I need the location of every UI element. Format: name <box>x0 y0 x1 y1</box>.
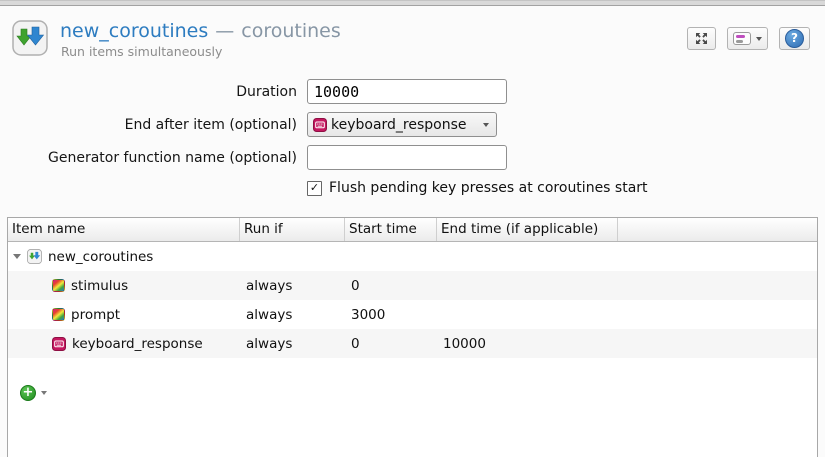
keyboard-icon <box>52 336 66 351</box>
item-name-cell: stimulus <box>8 278 240 294</box>
end-after-label: End after item (optional) <box>124 116 297 133</box>
coroutines-icon <box>27 249 42 264</box>
end-after-value: keyboard_response <box>331 116 467 133</box>
table-row[interactable]: keyboard_response always 0 10000 <box>8 329 817 358</box>
sketchpad-icon <box>52 308 65 321</box>
fullscreen-button[interactable] <box>687 27 716 50</box>
duration-row: Duration <box>0 79 648 104</box>
table-row[interactable]: new_coroutines <box>8 242 817 271</box>
item-name-cell: keyboard_response <box>8 336 240 352</box>
sketchpad-icon <box>52 279 65 292</box>
run-if-cell: always <box>246 335 293 352</box>
fullscreen-icon <box>696 33 707 44</box>
column-header-filler <box>618 218 817 241</box>
page-title: new_coroutines — coroutines <box>60 20 341 42</box>
chevron-down-icon <box>41 391 47 395</box>
flush-checkbox[interactable]: ✓ <box>307 180 322 196</box>
items-tree: Item name Run if Start time End time (if… <box>7 217 818 457</box>
item-description: Run items simultaneously <box>61 44 223 59</box>
table-row[interactable]: prompt always 3000 <box>8 300 817 329</box>
item-name: new_coroutines <box>60 20 209 42</box>
header-toolbar: ? <box>687 27 810 50</box>
item-label: new_coroutines <box>48 248 154 265</box>
item-name-cell: prompt <box>8 307 240 323</box>
add-icon: + <box>20 385 36 401</box>
generator-row: Generator function name (optional) <box>0 145 648 170</box>
help-icon: ? <box>785 29 804 48</box>
flush-row: ✓ Flush pending key presses at coroutine… <box>307 180 648 196</box>
end-after-row: End after item (optional) keyboard_respo… <box>0 112 648 137</box>
collapse-arrow-icon[interactable] <box>13 254 21 259</box>
duration-input[interactable] <box>307 79 507 104</box>
end-time-cell: 10000 <box>443 335 486 352</box>
chevron-down-icon <box>483 122 489 127</box>
title-separator: — <box>215 20 235 42</box>
item-label: stimulus <box>71 277 129 294</box>
column-header-run-if[interactable]: Run if <box>240 218 345 241</box>
add-item-button[interactable]: + <box>20 385 817 401</box>
item-name-cell: new_coroutines <box>8 249 240 265</box>
column-header-item-name[interactable]: Item name <box>8 218 240 241</box>
generator-label: Generator function name (optional) <box>48 149 297 166</box>
keyboard-icon <box>313 117 327 132</box>
view-toggle-icon <box>733 32 751 45</box>
settings-form: Duration End after item (optional) keybo… <box>0 79 648 196</box>
start-time-cell: 0 <box>351 277 360 294</box>
view-toggle-button[interactable] <box>727 27 768 50</box>
generator-input[interactable] <box>307 145 507 170</box>
item-label: keyboard_response <box>72 335 203 352</box>
flush-label: Flush pending key presses at coroutines … <box>329 180 648 196</box>
column-header-end-time[interactable]: End time (if applicable) <box>437 218 618 241</box>
duration-label: Duration <box>236 83 297 100</box>
start-time-cell: 0 <box>351 335 360 352</box>
end-after-item-select[interactable]: keyboard_response <box>307 112 497 137</box>
item-label: prompt <box>71 306 121 323</box>
run-if-cell: always <box>246 277 293 294</box>
column-header-start-time[interactable]: Start time <box>345 218 437 241</box>
start-time-cell: 3000 <box>351 306 386 323</box>
coroutines-icon <box>12 20 48 56</box>
tree-header: Item name Run if Start time End time (if… <box>8 218 817 242</box>
table-row[interactable]: stimulus always 0 <box>8 271 817 300</box>
splitter-handle[interactable] <box>0 0 825 6</box>
help-button[interactable]: ? <box>779 27 810 50</box>
run-if-cell: always <box>246 306 293 323</box>
item-type: coroutines <box>241 20 341 42</box>
chevron-down-icon <box>756 36 762 41</box>
